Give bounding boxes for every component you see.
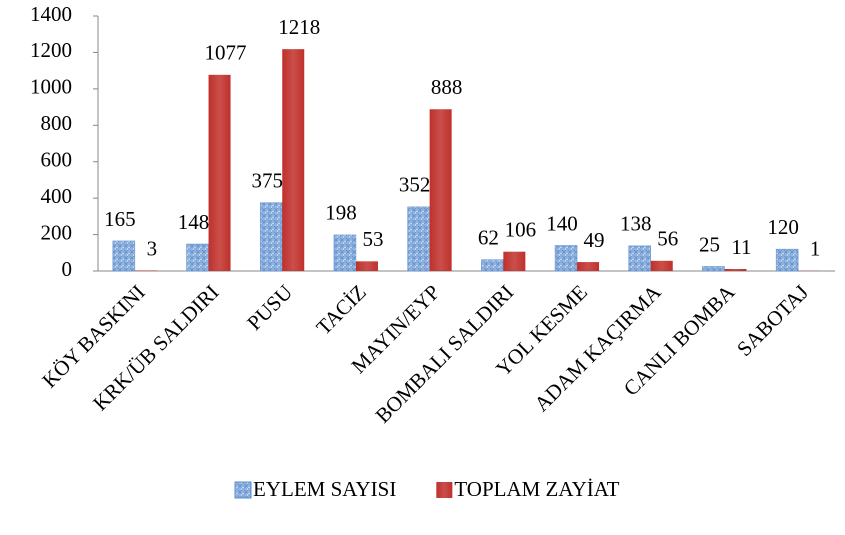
y-tick-label: 1200 <box>30 38 72 62</box>
data-label: 56 <box>657 227 678 251</box>
bar <box>407 206 430 272</box>
y-tick-label: 200 <box>41 220 73 244</box>
data-label: 352 <box>399 173 431 197</box>
y-tick-label: 1400 <box>30 2 72 26</box>
data-label: 120 <box>767 215 799 239</box>
x-tick-label: PUSU <box>242 280 297 335</box>
bar <box>260 202 283 272</box>
x-tick-label: TACİZ <box>311 280 370 339</box>
data-label: 888 <box>431 75 463 99</box>
data-label: 49 <box>584 228 605 252</box>
bar <box>650 260 673 271</box>
data-label: 140 <box>546 211 578 235</box>
legend-swatch <box>436 482 453 498</box>
y-tick-label: 800 <box>41 111 73 135</box>
y-tick-label: 1000 <box>30 75 72 99</box>
y-tick-label: 400 <box>41 184 73 208</box>
bar <box>577 262 600 271</box>
bar <box>208 74 231 271</box>
data-label: 148 <box>178 210 210 234</box>
data-label: 138 <box>620 212 652 236</box>
bar <box>186 243 209 272</box>
bar <box>775 248 799 272</box>
bar <box>503 251 526 271</box>
x-tick-label: KRK/ÜB SALDIRI <box>88 280 223 415</box>
bar <box>134 270 157 271</box>
data-label: 198 <box>325 201 357 225</box>
x-tick-label: BOMBALI SALDIRI <box>371 280 519 428</box>
y-tick-label: 600 <box>41 148 73 172</box>
data-label: 375 <box>252 169 284 193</box>
data-label: 25 <box>699 232 720 256</box>
data-label: 11 <box>731 235 751 259</box>
bar <box>481 259 504 272</box>
bar <box>333 234 357 272</box>
data-label: 53 <box>362 227 383 251</box>
data-label: 62 <box>478 226 499 250</box>
data-label: 1 <box>810 237 821 261</box>
legend-label: EYLEM SAYISI <box>253 477 396 501</box>
data-label: 106 <box>505 218 537 242</box>
data-label: 1077 <box>205 41 247 65</box>
data-label: 1218 <box>278 15 320 39</box>
bar <box>702 266 725 272</box>
legend-swatch <box>234 481 252 499</box>
legend-label: TOPLAM ZAYİAT <box>454 477 619 501</box>
bar <box>628 245 651 272</box>
bar <box>282 49 305 272</box>
y-tick-label: 0 <box>62 257 73 281</box>
bar <box>112 240 136 272</box>
bar <box>355 261 378 271</box>
bar <box>429 109 452 271</box>
x-tick-label: ADAM KAÇIRMA <box>529 279 666 416</box>
data-label: 3 <box>147 236 158 260</box>
bar <box>554 245 578 272</box>
x-tick-label: SABOTAJ <box>732 280 813 361</box>
bar <box>724 268 747 271</box>
data-label: 165 <box>104 207 136 231</box>
